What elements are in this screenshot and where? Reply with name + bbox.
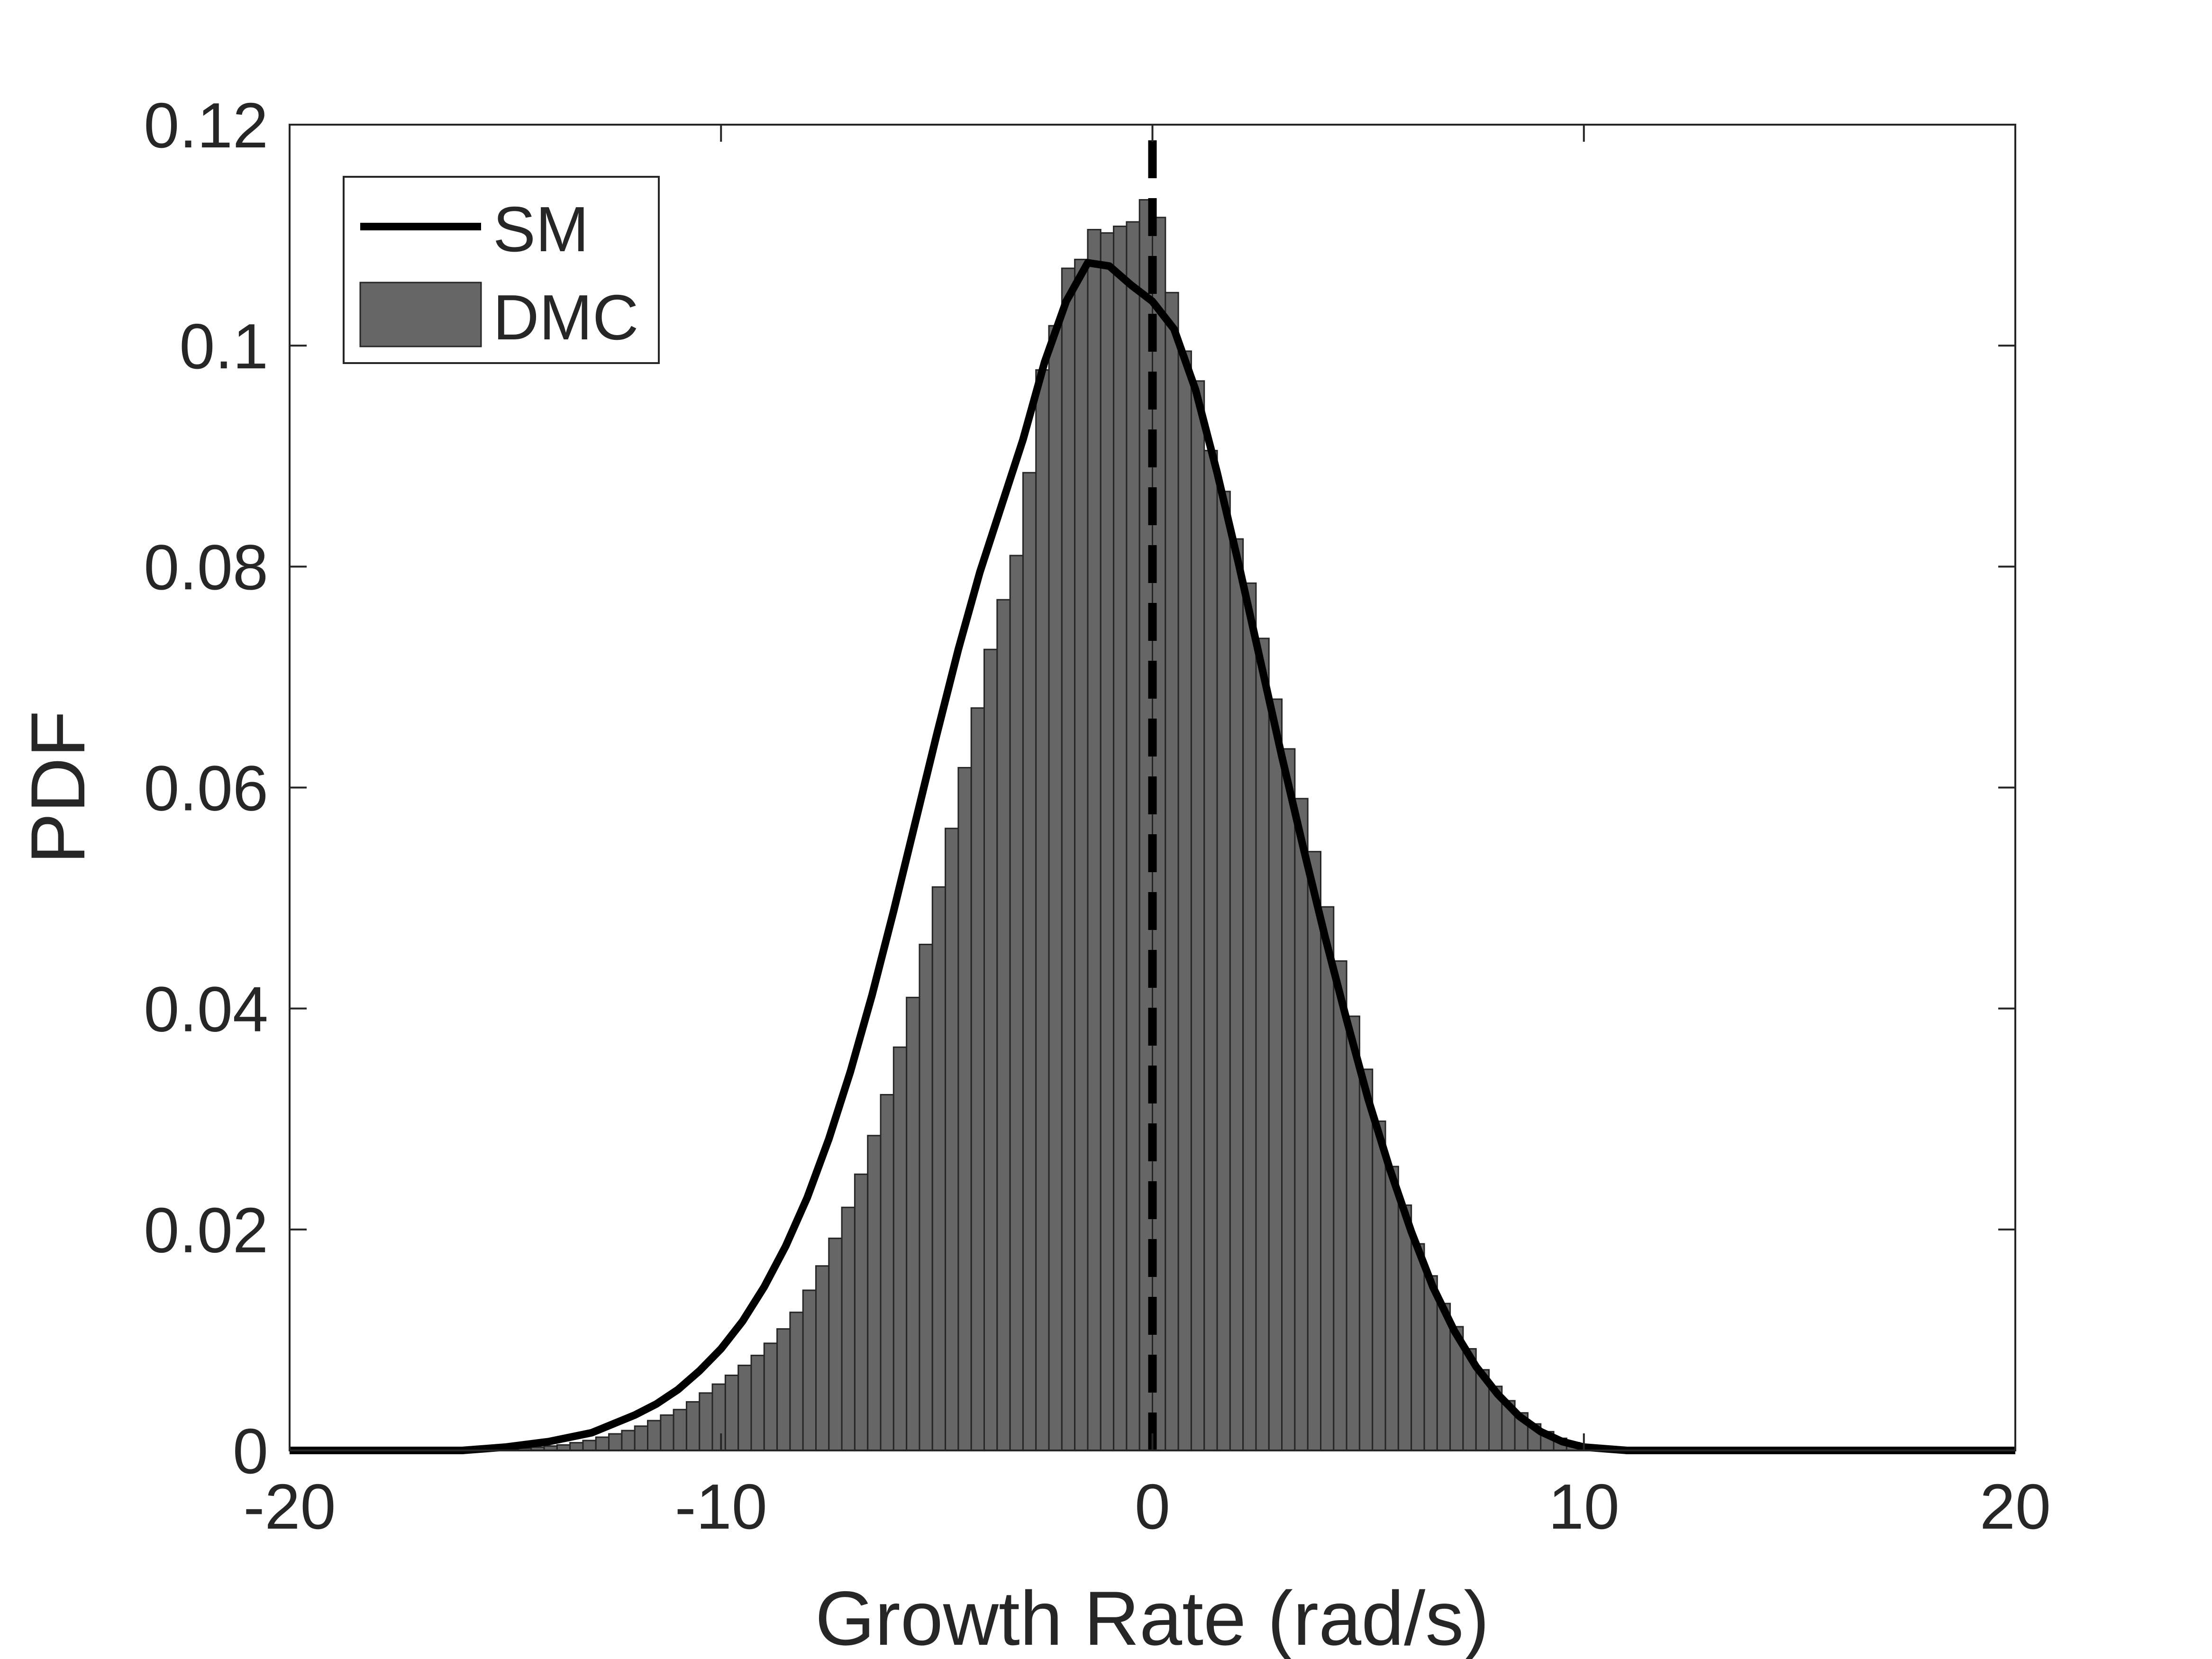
histogram-bar <box>582 1440 597 1451</box>
histogram-bar <box>854 1173 869 1451</box>
histogram-bar <box>892 1046 908 1451</box>
histogram-bar <box>1100 232 1115 1451</box>
histogram-bar <box>802 1289 817 1451</box>
histogram-bar <box>880 1094 894 1451</box>
histogram-bar <box>1397 1204 1412 1451</box>
x-tick-label: 0 <box>1135 1471 1170 1542</box>
y-tick-label: 0.12 <box>144 90 268 161</box>
histogram-bar <box>1281 748 1296 1451</box>
histogram-bar <box>1074 258 1089 1451</box>
series-lines <box>290 125 2015 1454</box>
histogram-bar <box>621 1430 636 1451</box>
histogram-bar <box>1320 906 1335 1451</box>
y-axis-ticks: 0 0.02 0.04 0.06 0.08 0.1 0.12 <box>144 90 2015 1487</box>
y-tick-label: 0.06 <box>144 753 268 824</box>
histogram-bar <box>996 599 1011 1451</box>
histogram-bar <box>1061 267 1076 1451</box>
histogram-bar <box>1087 228 1101 1451</box>
histogram-bar <box>595 1436 610 1451</box>
histogram-bar <box>737 1365 752 1451</box>
histogram-bar <box>1372 1120 1386 1451</box>
histogram-bar <box>1203 450 1218 1451</box>
histogram-bar <box>1048 325 1063 1451</box>
histogram-bar <box>1216 491 1231 1451</box>
histogram-bar <box>711 1383 726 1451</box>
histogram-bar <box>1333 960 1347 1451</box>
histogram-bar <box>867 1135 882 1451</box>
histogram-bar <box>776 1328 791 1451</box>
histogram-bar <box>634 1425 649 1451</box>
histogram-bar <box>673 1409 687 1451</box>
legend: SM DMC <box>343 176 660 364</box>
histogram-bar <box>1190 380 1205 1451</box>
histogram-bar <box>970 707 985 1451</box>
y-tick-label: 0 <box>233 1415 268 1487</box>
histogram-bar <box>1294 798 1309 1451</box>
histogram-bar <box>1035 369 1050 1451</box>
y-tick-label: 0.04 <box>144 974 268 1045</box>
histogram-bar <box>945 828 959 1451</box>
histogram-bar <box>750 1355 765 1451</box>
histogram-bar <box>815 1265 830 1451</box>
histogram-bar <box>1307 851 1321 1451</box>
histogram-bar <box>660 1414 674 1451</box>
histogram-bar <box>1268 698 1283 1451</box>
x-tick-label: -20 <box>243 1471 336 1542</box>
x-tick-label: -10 <box>675 1471 767 1542</box>
legend-dmc-label: DMC <box>493 282 638 353</box>
y-tick-label: 0.08 <box>144 531 268 603</box>
histogram-bar <box>1126 221 1140 1451</box>
histogram-bar <box>1022 472 1037 1451</box>
legend-sm-label: SM <box>493 193 589 265</box>
y-axis-label: PDF <box>15 711 101 864</box>
histogram-bar <box>685 1401 701 1451</box>
y-tick-label: 0.1 <box>179 310 268 382</box>
histogram-bar <box>1358 1068 1374 1451</box>
x-tick-label: 20 <box>1980 1471 2051 1542</box>
histogram-bar <box>1242 582 1257 1451</box>
histogram-bar <box>569 1442 584 1451</box>
histogram-bar <box>1255 638 1270 1451</box>
histogram-bar <box>608 1433 623 1451</box>
histogram-bar <box>931 886 947 1451</box>
histogram-bar <box>724 1375 739 1451</box>
histogram-bar <box>1165 292 1179 1451</box>
histogram-bars <box>504 199 1645 1451</box>
histogram-bar <box>919 943 933 1451</box>
sm-pdf-line <box>290 259 2015 1454</box>
histogram-bar <box>828 1237 843 1451</box>
x-axis-label: Growth Rate (rad/s) <box>815 1576 1489 1659</box>
legend-dmc-patch-swatch <box>359 282 482 347</box>
histogram-bar <box>1411 1243 1425 1451</box>
histogram-bar <box>983 648 998 1451</box>
histogram-bar <box>957 767 972 1451</box>
histogram-bar <box>763 1342 778 1451</box>
histogram-bar <box>1384 1166 1399 1451</box>
histogram-bar <box>647 1420 662 1451</box>
histogram-bar <box>1113 225 1128 1451</box>
histogram-bar <box>1423 1275 1438 1451</box>
histogram-bar <box>841 1206 856 1451</box>
histogram-bar <box>906 996 920 1451</box>
histogram-bar <box>1177 350 1192 1451</box>
histogram-bar <box>699 1392 713 1451</box>
histogram-bar <box>1346 1015 1360 1451</box>
x-tick-label: 10 <box>1548 1471 1620 1542</box>
histogram-bar <box>789 1312 804 1451</box>
histogram-bar <box>1229 538 1244 1451</box>
y-tick-label: 0.02 <box>144 1194 268 1266</box>
histogram-bar <box>1009 555 1024 1451</box>
x-axis-ticks: -20 -10 0 10 20 <box>243 125 2051 1542</box>
